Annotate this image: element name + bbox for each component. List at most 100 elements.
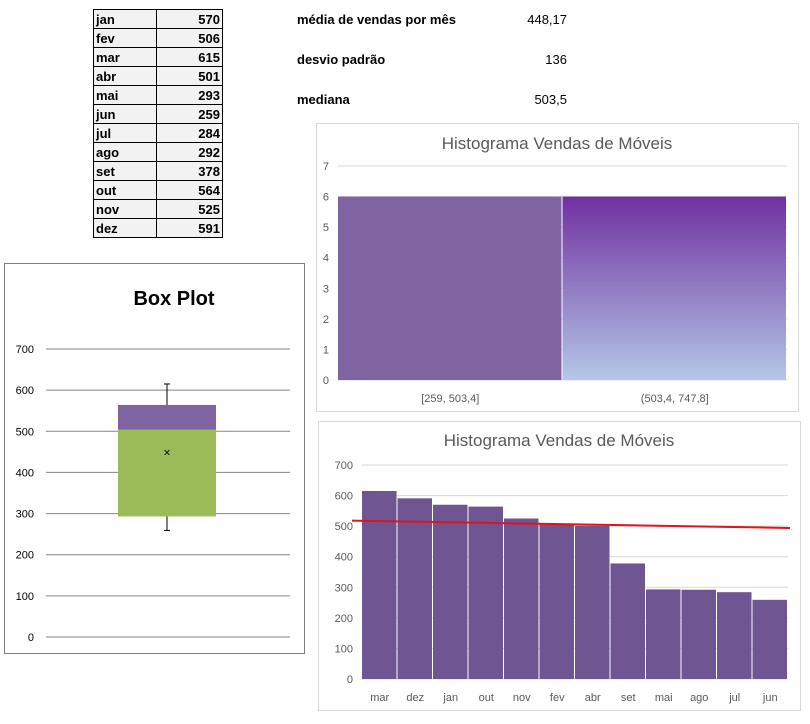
- value-cell: 284: [156, 123, 223, 143]
- std-label: desvio padrão: [297, 52, 386, 67]
- value-cell: 564: [156, 180, 223, 200]
- value-cell: 570: [156, 9, 223, 29]
- histogram-monthly-chart: Histograma Vendas de Móveis 0 100 200 300 400…: [335, 431, 791, 704]
- chart-title: Histograma Vendas de Móveis: [444, 431, 675, 450]
- y-tick-label: 1: [323, 344, 329, 356]
- value-cell: 293: [156, 85, 223, 105]
- table-row: nov 525: [93, 199, 223, 219]
- median-label: mediana: [297, 92, 350, 107]
- histogram-bar: [539, 524, 574, 679]
- x-tick-label: out: [479, 692, 494, 704]
- table-row: abr 501: [93, 66, 223, 86]
- chart-title: Histograma Vendas de Móveis: [442, 134, 673, 153]
- x-tick-label: fev: [550, 692, 565, 704]
- y-tick-label: 100: [16, 591, 34, 603]
- month-cell: abr: [93, 66, 157, 86]
- table-row: jun 259: [93, 104, 223, 124]
- table-row: set 378: [93, 161, 223, 181]
- x-tick-label: abr: [585, 692, 601, 704]
- histogram-bar: [717, 592, 752, 679]
- y-tick-label: 200: [16, 550, 34, 562]
- y-tick-label: 200: [335, 613, 353, 625]
- box-plot-chart: Box Plot 0 100 200 300 400 500 600 700 ×: [16, 288, 290, 644]
- x-tick-label: dez: [406, 692, 424, 704]
- y-tick-label: 5: [323, 222, 329, 234]
- histogram-bar: [752, 599, 787, 679]
- month-cell: mai: [93, 85, 157, 105]
- chart-title: Box Plot: [133, 288, 214, 310]
- y-tick-label: 3: [323, 283, 329, 295]
- x-tick-label: [259, 503,4]: [421, 393, 479, 405]
- median-value: 503,5: [534, 92, 567, 107]
- histogram-bar: [504, 518, 539, 679]
- y-tick-label: 400: [16, 467, 34, 479]
- x-tick-label: ago: [690, 692, 708, 704]
- y-tick-label: 600: [16, 385, 34, 397]
- y-tick-label: 700: [335, 460, 353, 472]
- box-plot-panel[interactable]: Box Plot 0 100 200 300 400 500 600 700 ×: [4, 263, 305, 654]
- x-tick-label: nov: [513, 692, 531, 704]
- y-tick-label: 7: [323, 161, 329, 173]
- y-tick-label: 500: [335, 521, 353, 533]
- mean-label: média de vendas por mês: [297, 12, 456, 27]
- table-row: fev 506: [93, 28, 223, 48]
- y-tick-label: 0: [28, 632, 34, 644]
- x-tick-label: mar: [370, 692, 389, 704]
- monthly-sales-table: jan 570 fev 506 mar 615 abr 501 mai 293 jun 259 jul 2…: [93, 9, 223, 238]
- histogram-bar: [397, 498, 432, 679]
- mean-marker: ×: [163, 446, 170, 460]
- table-row: jul 284: [93, 123, 223, 143]
- y-tick-label: 500: [16, 426, 34, 438]
- histogram-bins-panel[interactable]: Histograma Vendas de Móveis 0 1 2 3 4 5 6 7 [259,…: [316, 123, 799, 412]
- table-row: mar 615: [93, 47, 223, 67]
- histogram-bar: [562, 196, 786, 380]
- month-cell: out: [93, 180, 157, 200]
- histogram-monthly-panel[interactable]: Histograma Vendas de Móveis 0 100 200 300 400…: [318, 421, 801, 711]
- month-cell: jun: [93, 104, 157, 124]
- histogram-bar: [468, 506, 503, 679]
- month-cell: set: [93, 161, 157, 181]
- y-tick-label: 300: [16, 509, 34, 521]
- histogram-bar: [362, 490, 397, 679]
- histogram-bar: [338, 196, 562, 380]
- histogram-bar: [610, 563, 645, 679]
- lower-box: [118, 429, 216, 517]
- value-cell: 378: [156, 161, 223, 181]
- y-tick-label: 600: [335, 491, 353, 503]
- table-row: dez 591: [93, 218, 223, 238]
- trend-line: [351, 519, 791, 529]
- y-tick-label: 700: [16, 344, 34, 356]
- table-row: mai 293: [93, 85, 223, 105]
- table-row: ago 292: [93, 142, 223, 162]
- x-tick-label: jan: [442, 692, 458, 704]
- table-row: jan 570: [93, 9, 223, 29]
- month-cell: ago: [93, 142, 157, 162]
- value-cell: 501: [156, 66, 223, 86]
- y-tick-label: 100: [335, 643, 353, 655]
- upper-box: [118, 404, 216, 430]
- y-tick-label: 4: [323, 253, 329, 265]
- y-tick-label: 400: [335, 552, 353, 564]
- std-value: 136: [545, 52, 567, 67]
- y-tick-label: 6: [323, 192, 329, 204]
- y-tick-label: 0: [347, 674, 353, 686]
- value-cell: 259: [156, 104, 223, 124]
- value-cell: 506: [156, 28, 223, 48]
- value-cell: 292: [156, 142, 223, 162]
- x-tick-label: set: [621, 692, 636, 704]
- month-cell: dez: [93, 218, 157, 238]
- x-tick-label: jun: [762, 692, 778, 704]
- histogram-bar: [575, 525, 610, 679]
- month-cell: fev: [93, 28, 157, 48]
- y-tick-label: 2: [323, 314, 329, 326]
- histogram-bins-chart: Histograma Vendas de Móveis 0 1 2 3 4 5 6 7 [259,…: [323, 134, 787, 405]
- value-cell: 591: [156, 218, 223, 238]
- x-tick-label: jul: [728, 692, 740, 704]
- y-tick-label: 300: [335, 582, 353, 594]
- value-cell: 615: [156, 47, 223, 67]
- month-cell: nov: [93, 199, 157, 219]
- month-cell: jan: [93, 9, 157, 29]
- histogram-bar: [681, 589, 716, 679]
- table-row: out 564: [93, 180, 223, 200]
- mean-value: 448,17: [527, 12, 567, 27]
